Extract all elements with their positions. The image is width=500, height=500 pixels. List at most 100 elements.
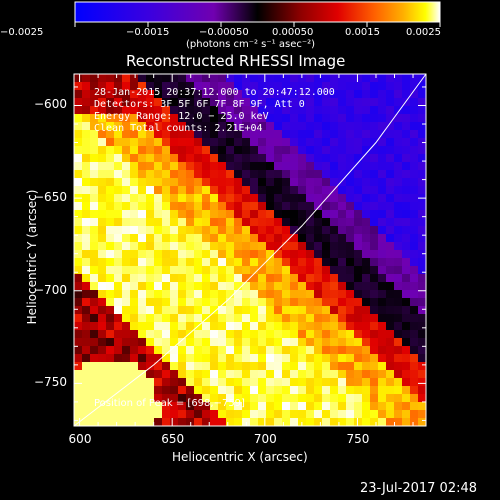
heatmap-cell [170,266,179,275]
heatmap-cell [90,170,99,179]
heatmap-cell [362,250,371,259]
heatmap-cell [386,410,395,419]
heatmap-cell [162,258,171,267]
heatmap-cell [370,370,379,379]
heatmap-cell [354,210,363,219]
heatmap-cell [218,314,227,323]
heatmap-cell [330,186,339,195]
heatmap-cell [322,330,331,339]
heatmap-cell [314,274,323,283]
heatmap-cell [362,194,371,203]
heatmap-cell [418,114,426,123]
heatmap-cell [210,162,219,171]
heatmap-cell [74,90,83,99]
heatmap-cell [362,338,371,347]
heatmap-cell [154,186,163,195]
heatmap-cell [314,106,323,115]
heatmap-cell [218,362,227,371]
heatmap-cell [90,330,99,339]
heatmap-cell [378,370,387,379]
heatmap-cell [154,146,163,155]
heatmap-cell [386,130,395,139]
heatmap-cell [354,290,363,299]
heatmap-cell [82,210,91,219]
heatmap-cell [170,314,179,323]
heatmap-cell [98,98,107,107]
heatmap-cell [106,98,115,107]
heatmap-cell [402,74,411,83]
heatmap-cell [226,354,235,363]
heatmap-cell [370,106,379,115]
heatmap-cell [226,290,235,299]
heatmap-cell [354,82,363,91]
heatmap-cell [90,282,99,291]
heatmap-cell [74,362,83,371]
heatmap-cell [306,378,315,387]
heatmap-cell [386,386,395,395]
heatmap-cell [210,114,219,123]
heatmap-cell [386,210,395,219]
heatmap-cell [410,258,419,267]
heatmap-cell [322,298,331,307]
heatmap-cell [106,122,115,131]
heatmap-cell [386,394,395,403]
heatmap-cell [418,314,426,323]
heatmap-cell [162,394,171,403]
heatmap-cell [90,370,99,379]
heatmap-cell [242,122,251,131]
heatmap-cell [274,314,283,323]
heatmap-cell [170,410,179,419]
heatmap-cell [346,418,355,426]
heatmap-cell [154,314,163,323]
heatmap-cell [210,250,219,259]
heatmap-cell [130,386,139,395]
heatmap-cell [282,298,291,307]
heatmap-cell [282,186,291,195]
heatmap-cell [234,354,243,363]
heatmap-cell [306,266,315,275]
heatmap-cell [82,130,91,139]
heatmap-cell [330,362,339,371]
heatmap-cell [362,346,371,355]
heatmap-cell [370,306,379,315]
heatmap-cell [346,154,355,163]
heatmap-cell [234,90,243,99]
heatmap-cell [234,274,243,283]
heatmap-cell [130,306,139,315]
heatmap-cell [146,162,155,171]
heatmap-cell [290,250,299,259]
heatmap-cell [82,354,91,363]
heatmap-cell [106,330,115,339]
heatmap-cell [330,234,339,243]
heatmap-cell [250,194,259,203]
heatmap-cell [130,138,139,147]
heatmap-cell [210,178,219,187]
heatmap-cell [394,170,403,179]
heatmap-cell [90,346,99,355]
heatmap-cell [354,378,363,387]
heatmap-cell [138,346,147,355]
heatmap-cell [274,138,283,147]
heatmap-cell [210,202,219,211]
heatmap-cell [258,138,267,147]
heatmap-cell [90,138,99,147]
heatmap-cell [130,170,139,179]
heatmap-cell [82,90,91,99]
heatmap-cell [362,378,371,387]
heatmap-cell [338,274,347,283]
heatmap-cell [314,154,323,163]
heatmap-cell [154,154,163,163]
heatmap-cell [122,306,131,315]
heatmap-cell [298,178,307,187]
heatmap-cell [186,106,195,115]
heatmap-cell [162,130,171,139]
heatmap-cell [386,170,395,179]
heatmap-cell [186,122,195,131]
heatmap-cell [98,306,107,315]
heatmap-cell [138,234,147,243]
heatmap-cell [346,242,355,251]
heatmap-cell [98,162,107,171]
heatmap-cell [274,82,283,91]
heatmap-cell [82,282,91,291]
heatmap-cell [234,186,243,195]
